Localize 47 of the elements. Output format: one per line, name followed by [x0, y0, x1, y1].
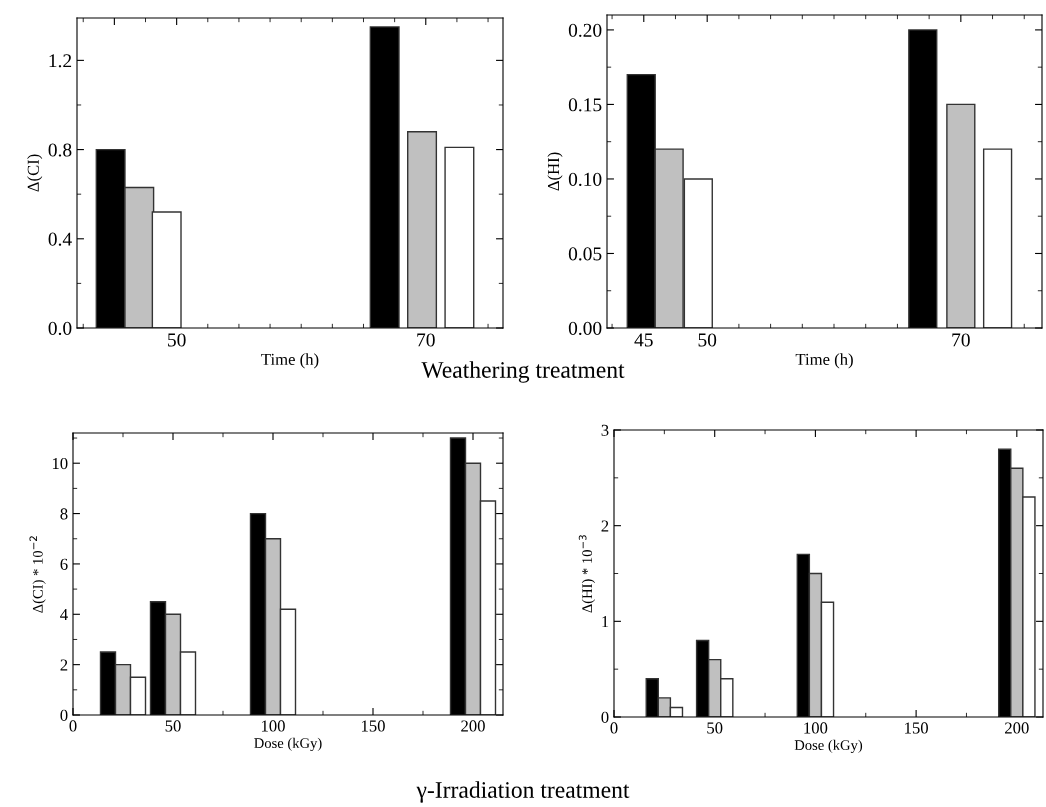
y-axis-title: Δ(HI) [547, 152, 563, 191]
y-tick-label: 0.10 [568, 172, 602, 186]
y-tick-label: 1.2 [49, 54, 72, 68]
x-tick-label: 50 [165, 720, 181, 732]
y-axis-title: Δ(CI) * 10$^{−2}$ [29, 536, 46, 613]
x-tick-label: 50 [698, 333, 717, 347]
x-tick-label: 100 [804, 722, 828, 734]
y-tick-label: 0 [601, 711, 609, 723]
x-tick-label: 200 [461, 720, 485, 732]
y-tick-label: 0.05 [568, 247, 602, 261]
x-axis-title: Time (h) [261, 353, 319, 369]
y-tick-label: 0.20 [568, 23, 602, 37]
bar [444, 146, 475, 328]
x-tick-label: 150 [361, 720, 385, 732]
x-tick-label: 50 [168, 333, 186, 347]
bar [946, 103, 976, 328]
y-tick-label: 4 [60, 609, 68, 621]
y-tick-label: 0.0 [48, 321, 72, 336]
bar [407, 131, 438, 328]
x-tick-label: 70 [952, 333, 970, 347]
y-tick-label: 0.00 [568, 321, 602, 336]
x-tick-label: 0 [610, 722, 618, 734]
y-axis-title: Δ(HI) * 10$^{−3}$ [578, 535, 596, 613]
x-tick-label: 200 [1005, 722, 1029, 734]
x-tick-label: 70 [417, 333, 435, 347]
bar [982, 148, 1013, 328]
y-tick-label: 0 [60, 709, 68, 721]
y-tick-label: 0.15 [568, 98, 602, 112]
y-tick-label: 3 [601, 424, 609, 436]
x-axis-title: Time (h) [795, 353, 853, 369]
text: Weathering treatment [421, 361, 625, 383]
y-tick-label: 8 [60, 508, 68, 520]
y-tick-label: 10 [52, 457, 68, 470]
x-tick-label: 100 [261, 720, 285, 732]
y-tick-label: 2 [601, 520, 609, 532]
x-tick-label: 45 [634, 333, 653, 347]
x-tick-label: 150 [905, 722, 928, 734]
x-axis-title: Dose (kGy) [794, 739, 863, 754]
y-tick-label: 6 [60, 558, 68, 570]
y-tick-label: 1 [602, 616, 609, 628]
y-axis-title: Δ(CI) [27, 154, 43, 192]
text: γ-Irradiation treatment [416, 781, 630, 803]
x-tick-label: 50 [707, 722, 723, 734]
y-tick-label: 0.8 [48, 143, 72, 157]
y-tick-label: 0.4 [48, 232, 72, 246]
y-tick-label: 2 [60, 659, 68, 671]
x-axis-title: Dose (kGy) [254, 737, 322, 752]
